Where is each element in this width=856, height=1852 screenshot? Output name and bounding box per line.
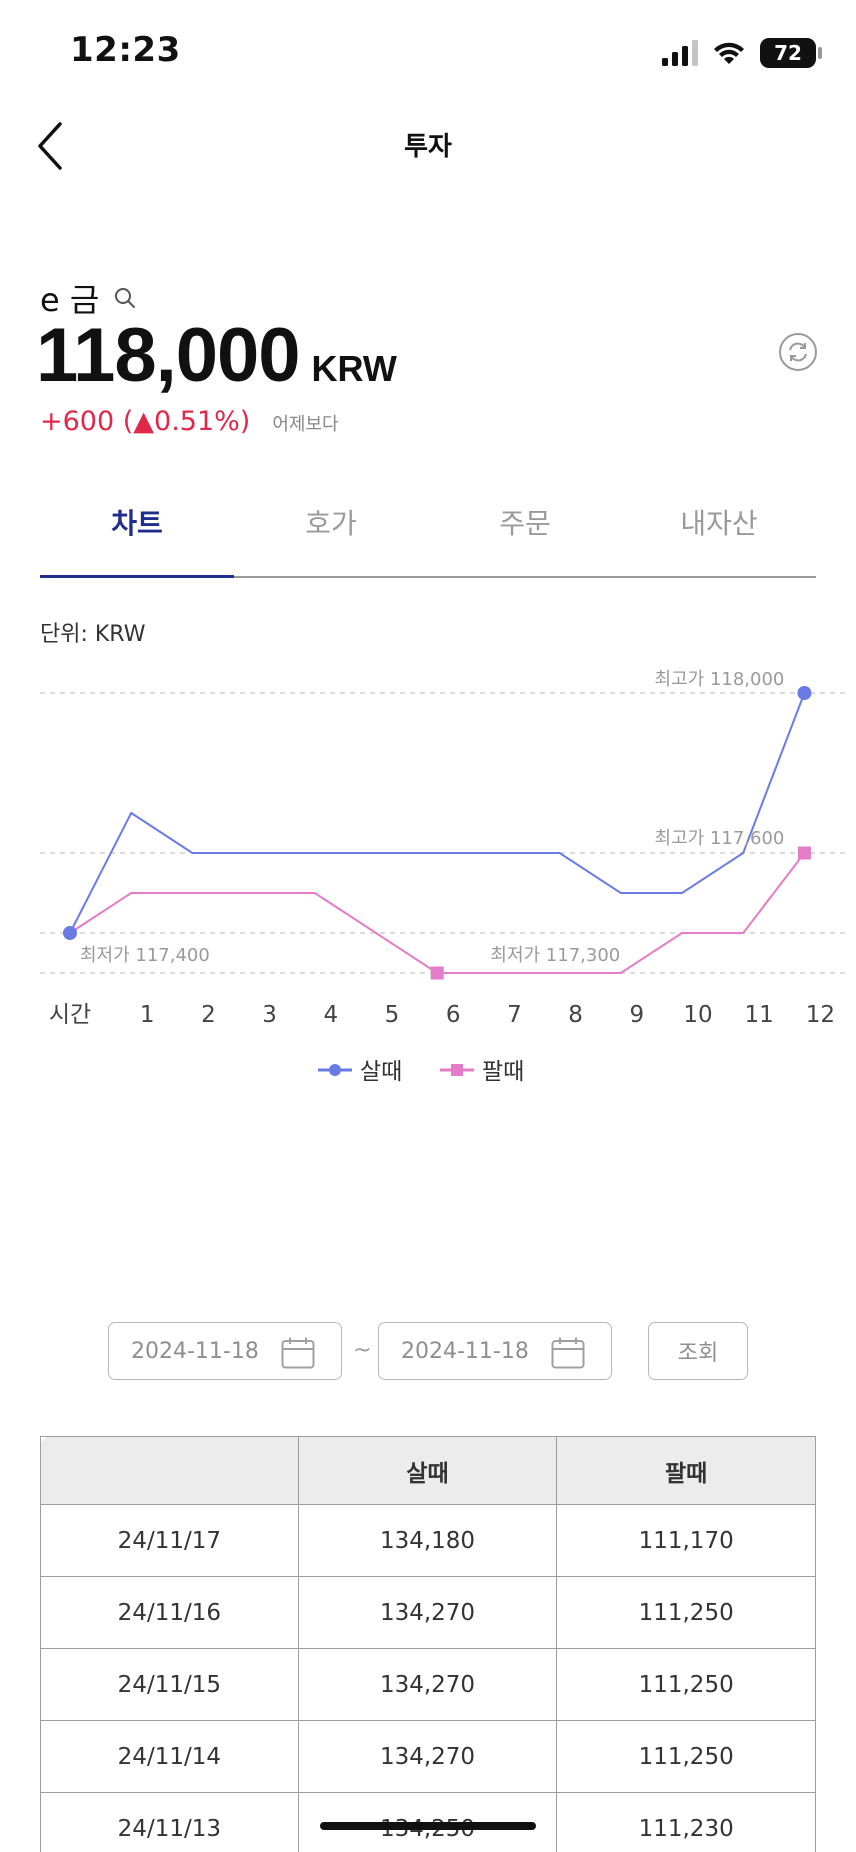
end-date-value: 2024-11-18 — [401, 1338, 529, 1364]
table-cell-date: 24/11/14 — [40, 1720, 299, 1793]
chart-annotation: 최고가 118,000 — [655, 669, 785, 690]
table-row: 24/11/16 134,270 111,250 — [40, 1576, 816, 1649]
refresh-icon — [779, 333, 817, 371]
sell-low-point — [430, 966, 444, 980]
table-header-date — [40, 1436, 299, 1505]
table-header-buy: 살때 — [297, 1436, 558, 1505]
chart-annotation: 최고가 117,600 — [655, 828, 785, 849]
table-cell-buy: 134,180 — [297, 1504, 558, 1577]
x-tick-label: 5 — [385, 1002, 400, 1028]
x-tick-label: 10 — [683, 1002, 712, 1028]
legend-sell-marker — [451, 1064, 463, 1076]
x-axis-title: 시간 — [49, 1002, 91, 1028]
price-history-table: 살때 팔때 24/11/17 134,180 111,170 24/11/16 134,… — [40, 1436, 816, 1852]
battery-icon: 72 — [760, 38, 822, 68]
chart-unit-label: 단위: KRW — [40, 622, 146, 647]
search-button[interactable]: 조회 — [648, 1322, 748, 1380]
legend-sell-label: 팔때 — [482, 1059, 524, 1085]
status-time: 12:23 — [70, 30, 181, 70]
table-cell-sell: 111,170 — [556, 1504, 816, 1577]
search-icon[interactable] — [113, 286, 137, 310]
x-tick-label: 2 — [201, 1002, 216, 1028]
table-cell-buy: 134,270 — [297, 1720, 558, 1793]
date-separator: ~ — [353, 1338, 372, 1363]
x-tick-label: 3 — [262, 1002, 277, 1028]
x-tick-label: 8 — [568, 1002, 583, 1028]
current-price: 118,000 — [36, 313, 301, 398]
asset-name: e 금 — [40, 281, 100, 319]
table-cell-date: 24/11/16 — [40, 1576, 299, 1649]
calendar-icon — [551, 1337, 585, 1369]
table-cell-date: 24/11/15 — [40, 1648, 299, 1721]
page-title: 투자 — [404, 132, 452, 162]
status-bar: 12:23 72 — [0, 0, 856, 100]
chevron-left-icon — [38, 122, 62, 170]
legend-buy-marker — [329, 1064, 341, 1076]
table-cell-sell: 111,250 — [556, 1720, 816, 1793]
status-icons: 72 — [662, 38, 822, 68]
chart-annotation: 최저가 117,400 — [80, 945, 210, 966]
end-date-input[interactable]: 2024-11-18 — [378, 1322, 612, 1380]
x-tick-label: 11 — [745, 1002, 774, 1028]
home-indicator — [320, 1822, 536, 1830]
asset-name-row: e 금 — [40, 275, 137, 321]
table-cell-date: 24/11/17 — [40, 1504, 299, 1577]
table-cell-sell: 111,250 — [556, 1648, 816, 1721]
price-unit: KRW — [311, 348, 397, 389]
battery-level: 72 — [774, 41, 802, 65]
table-header-sell: 팔때 — [556, 1436, 816, 1505]
wifi-icon — [714, 42, 744, 64]
price-chart: 최고가 118,000 최고가 117,600 최저가 117,400 최저가 117… — [40, 669, 850, 1085]
series-line-buy — [69, 692, 806, 934]
x-tick-label: 7 — [507, 1002, 522, 1028]
tab-my-assets[interactable]: 내자산 — [680, 507, 758, 540]
table-cell-buy: 134,270 — [297, 1576, 558, 1649]
price-change: +600 (▲0.51%) — [40, 406, 251, 437]
table-row: 24/11/15 134,270 111,250 — [40, 1648, 816, 1721]
tab-chart[interactable]: 차트 — [40, 490, 234, 578]
price-row: 118,000 KRW — [36, 312, 397, 399]
start-date-value: 2024-11-18 — [131, 1338, 259, 1364]
tab-order[interactable]: 주문 — [499, 507, 551, 540]
table-row: 24/11/17 134,180 111,170 — [40, 1504, 816, 1577]
buy-low-point — [63, 926, 77, 940]
x-tick-label: 6 — [446, 1002, 461, 1028]
change-row: +600 (▲0.51%) 어제보다 — [40, 406, 339, 437]
chart-annotation: 최저가 117,300 — [490, 945, 620, 966]
x-tick-label: 4 — [323, 1002, 338, 1028]
tab-bar: 차트 호가 주문 내자산 — [40, 490, 816, 578]
legend-buy-label: 살때 — [360, 1059, 402, 1085]
table-cell-date: 24/11/13 — [40, 1792, 299, 1852]
calendar-icon — [281, 1337, 315, 1369]
table-header-row: 살때 팔때 — [40, 1436, 816, 1505]
table-cell-buy: 134,270 — [297, 1648, 558, 1721]
tab-orderbook[interactable]: 호가 — [305, 507, 357, 540]
change-label: 어제보다 — [272, 414, 339, 435]
x-tick-label: 9 — [629, 1002, 644, 1028]
table-cell-sell: 111,250 — [556, 1576, 816, 1649]
signal-icon — [662, 40, 698, 66]
sell-high-point — [797, 846, 811, 860]
table-cell-sell: 111,230 — [556, 1792, 816, 1852]
back-button[interactable] — [32, 118, 82, 174]
x-tick-label: 12 — [806, 1002, 835, 1028]
refresh-button[interactable] — [778, 332, 818, 372]
x-tick-label: 1 — [140, 1002, 155, 1028]
start-date-input[interactable]: 2024-11-18 — [108, 1322, 342, 1380]
buy-high-point — [797, 686, 812, 700]
table-row: 24/11/14 134,270 111,250 — [40, 1720, 816, 1793]
date-filter: 2024-11-18 ~ 2024-11-18 조회 — [108, 1322, 748, 1380]
nav-bar: 투자 — [0, 110, 856, 180]
